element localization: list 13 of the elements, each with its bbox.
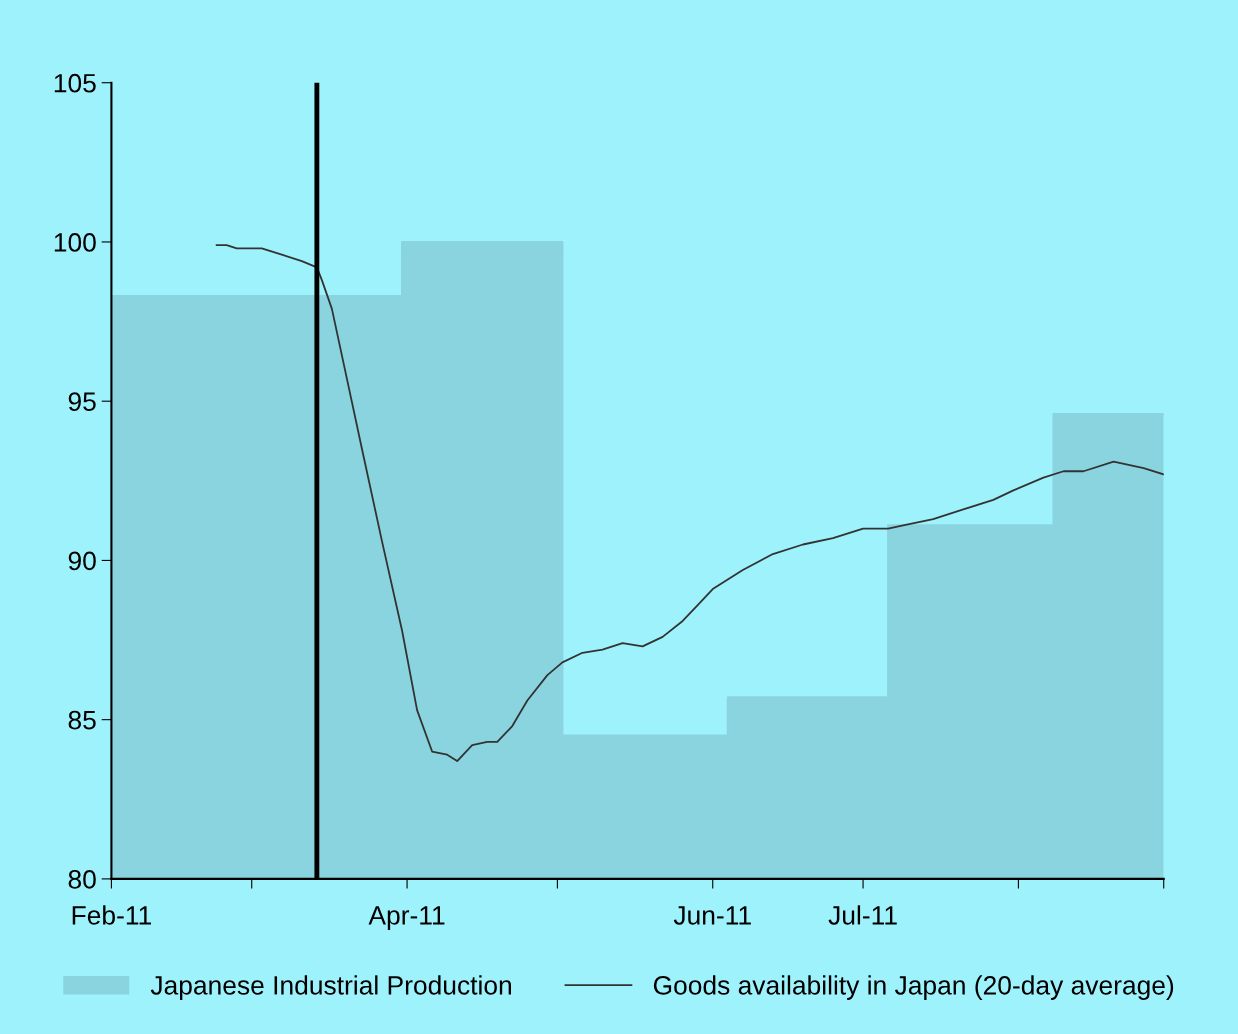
y-tick-label: 95 — [68, 392, 96, 412]
legend-label: Japanese Industrial Production — [150, 975, 511, 1000]
y-tick-label: 90 — [68, 551, 96, 571]
y-tick-label: 85 — [68, 710, 96, 730]
y-tick-label: 105 — [54, 73, 96, 93]
x-tick-label: Apr-11 — [368, 906, 445, 930]
legend-label: Goods availability in Japan (20-day average) — [653, 975, 1174, 1000]
x-tick-label: Feb-11 — [72, 905, 151, 925]
line-series — [215, 244, 1164, 762]
x-tick-label: Jul-11 — [828, 905, 897, 925]
x-tick-label: Jun-11 — [673, 906, 751, 925]
y-tick-label: 80 — [68, 870, 96, 889]
y-tick-label: 100 — [54, 233, 96, 252]
